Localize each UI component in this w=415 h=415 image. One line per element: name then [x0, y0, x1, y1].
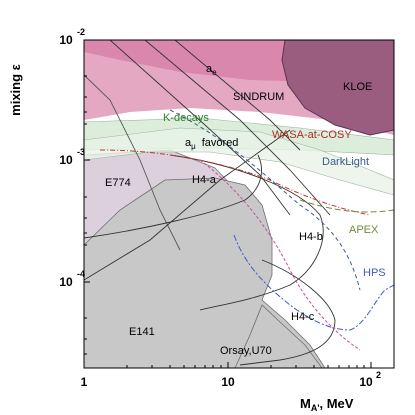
magenta-curve	[199, 159, 361, 351]
amu-favored-band	[84, 127, 394, 196]
y-tick-label: 10	[59, 153, 73, 167]
projection-label-hps: HPS	[363, 267, 386, 279]
region-label-kloe: KLOE	[343, 81, 372, 93]
h4-a-curve	[84, 154, 262, 239]
region-label-e774: E774	[105, 177, 131, 189]
region-label-e141: E141	[129, 326, 155, 338]
region-label-k-decays: K-decays	[163, 112, 209, 124]
x-tick-label: 10	[359, 375, 373, 389]
apex-curve	[299, 199, 394, 213]
ae-curve-2	[144, 40, 331, 216]
region-label-orsay: Orsay,U70	[220, 345, 272, 357]
projection-label-apex: APEX	[349, 224, 379, 236]
crossing-line	[84, 129, 291, 281]
x-tick-label: 10	[221, 375, 235, 389]
projection-label-h4b: H4-b	[299, 231, 323, 243]
darklight-curve	[169, 109, 361, 291]
ae-curve-1	[109, 40, 291, 216]
region-label-amu: aμ favored	[185, 137, 238, 151]
kloe-region	[281, 40, 394, 136]
hps-curve	[233, 234, 394, 331]
orsay-region	[234, 304, 323, 368]
plot-frame	[83, 39, 395, 369]
y-axis-ticks	[84, 39, 90, 355]
region-label-wasa: WASA-at-COSY	[272, 129, 352, 141]
x-axis-ticks	[83, 362, 372, 368]
projection-label-darklight: DarkLight	[322, 156, 369, 168]
region-label-ae: ae	[206, 63, 217, 77]
y-tick-exponent: -4	[77, 269, 85, 279]
y-tick-exponent: -3	[77, 147, 85, 157]
projection-label-h4c: H4-c	[291, 311, 315, 323]
projection-label-h4a: H4-a	[192, 174, 217, 186]
y-tick-label: 10	[59, 275, 73, 289]
x-tick-exponent: 2	[376, 370, 381, 380]
x-axis-title: MA', MeV	[300, 396, 354, 413]
h4-c-curve	[239, 259, 336, 366]
y-axis-title: mixing ε	[8, 64, 23, 116]
y-tick-label: 10	[59, 33, 73, 47]
h4-b-curve	[169, 154, 324, 311]
y-tick-exponent: -2	[77, 27, 85, 37]
region-label-sindrum: SINDRUM	[233, 91, 284, 103]
x-tick-label: 1	[81, 375, 88, 389]
ae-curve-3	[174, 40, 301, 151]
